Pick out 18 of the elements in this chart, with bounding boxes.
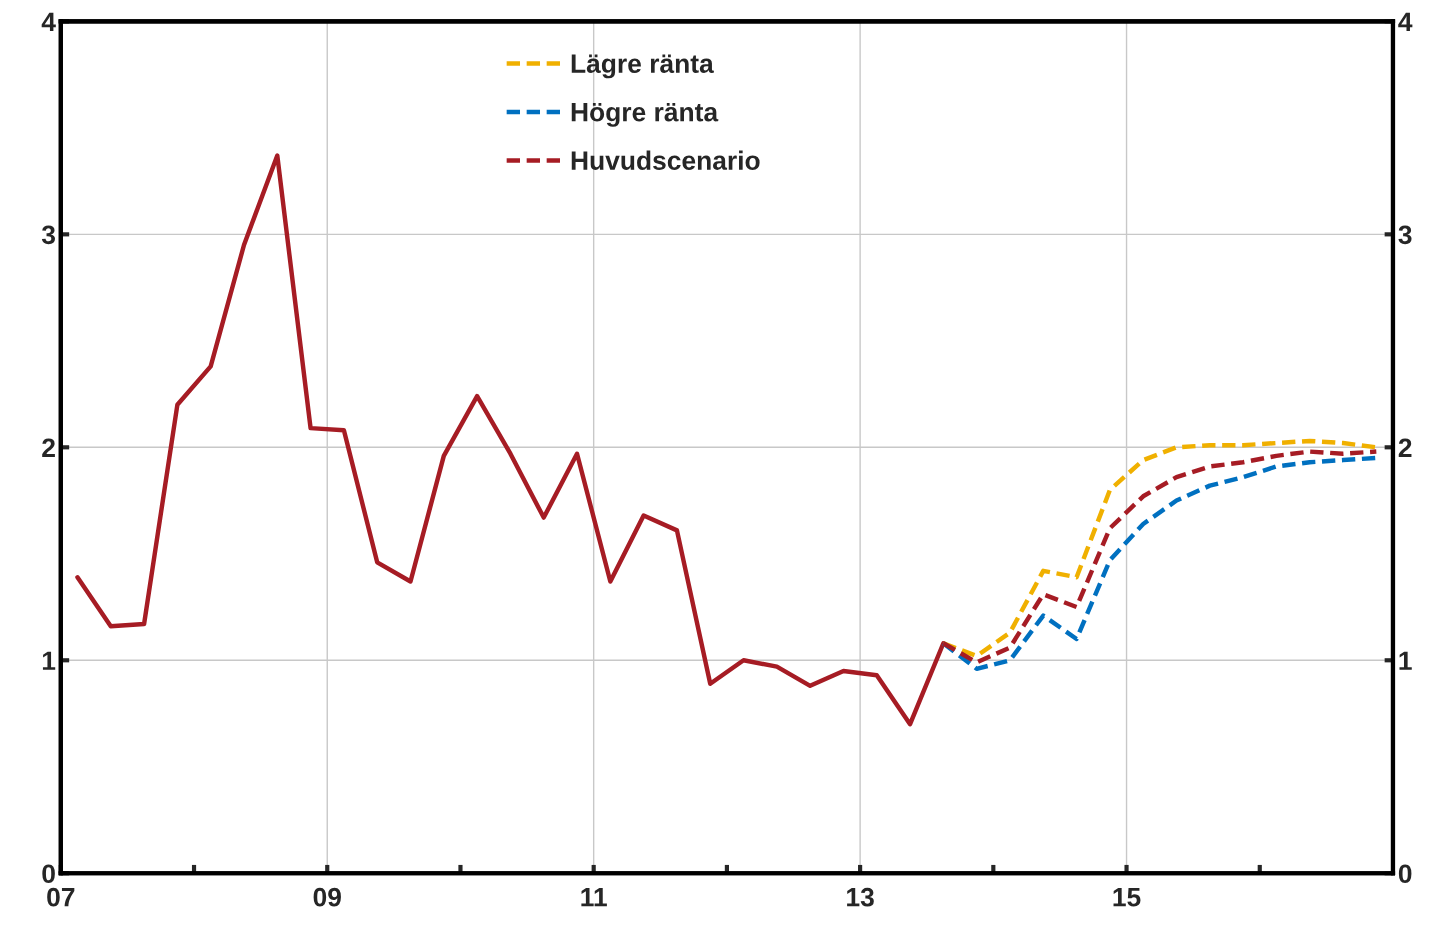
y-tick-label: 0 bbox=[42, 864, 55, 884]
y2-tick-label: 2 bbox=[1398, 438, 1412, 457]
x-tick-label: 11 bbox=[581, 888, 607, 907]
y2-tick-label: 4 bbox=[1398, 12, 1413, 31]
y2-tick-label: 3 bbox=[1398, 225, 1412, 245]
x-tick-label: 07 bbox=[47, 887, 75, 907]
y2-tick-label: 1 bbox=[1399, 651, 1412, 670]
y-tick-label: 4 bbox=[41, 12, 56, 31]
x-tick-label: 15 bbox=[1113, 888, 1141, 907]
x-tick-label: 09 bbox=[313, 887, 341, 907]
y-tick-label: 2 bbox=[42, 438, 55, 457]
legend-label: Huvudscenario bbox=[571, 150, 760, 170]
legend-label: Lägre ränta bbox=[571, 54, 714, 79]
y-tick-label: 3 bbox=[41, 225, 55, 245]
y2-tick-label: 0 bbox=[1398, 864, 1412, 884]
y-tick-label: 1 bbox=[42, 651, 56, 670]
legend-label: Högre ränta bbox=[571, 102, 719, 127]
x-tick-label: 13 bbox=[847, 887, 874, 907]
